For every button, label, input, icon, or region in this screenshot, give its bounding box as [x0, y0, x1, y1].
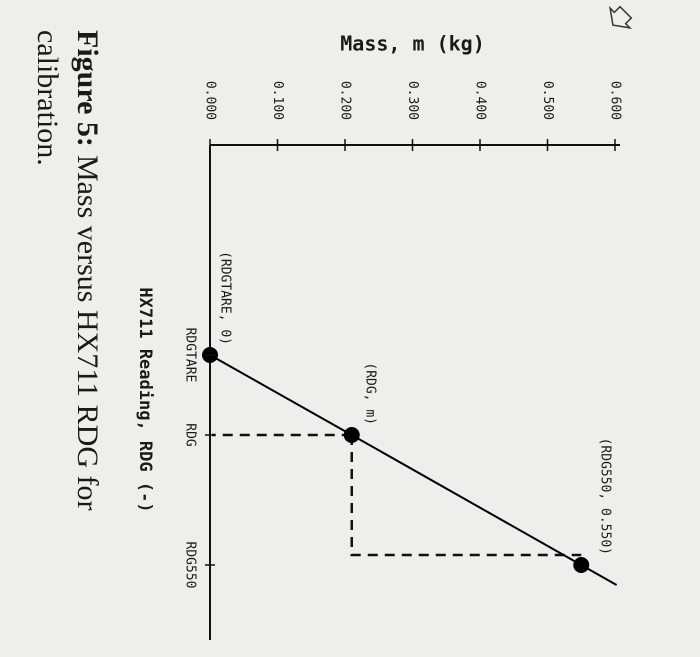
x-tick-label: RDG — [183, 423, 198, 447]
arrow-icon — [608, 5, 633, 30]
y-tick-label: 0.000 — [203, 81, 218, 120]
caption-label: Figure 5: — [71, 30, 104, 147]
y-tick-label: 0.400 — [473, 81, 488, 120]
point-label: (RDGTARE, 0) — [218, 251, 233, 345]
point-label: (RDG550, 0.550) — [598, 438, 613, 555]
point — [343, 427, 360, 443]
guide-line — [212, 433, 582, 557]
y-tick-label: 0.300 — [405, 81, 420, 120]
caption-text: Mass versus HX711 RDG for — [71, 155, 104, 511]
point-label: (RDG, m) — [363, 362, 378, 425]
x-axis-title: HX711 Reading, RDG (-) — [135, 287, 155, 512]
y-tick-label: 0.500 — [540, 81, 555, 120]
y-tick-label: 0.600 — [608, 81, 623, 120]
x-tick-label: RDG550 — [183, 542, 198, 589]
y-tick-label: 0.200 — [338, 81, 353, 120]
point — [573, 557, 590, 573]
rotated-figure: Figure 5: Mass versus HX711 RDG for calib… — [31, 5, 633, 640]
caption-line-2: calibration. — [31, 30, 64, 166]
x-tick-label: RDGTARE — [183, 328, 198, 383]
caption-line-1: Figure 5: Mass versus HX711 RDG for — [71, 30, 104, 510]
y-axis-title: Mass, m (kg) — [340, 32, 485, 56]
y-tick-label: 0.100 — [270, 81, 285, 120]
